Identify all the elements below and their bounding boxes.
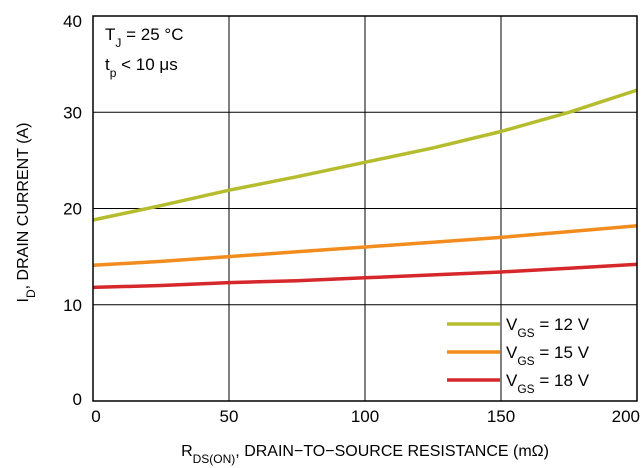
annotation-2: tp < 10 μs: [105, 55, 178, 80]
annotations: TJ = 25 °C tp < 10 μs: [105, 25, 183, 80]
legend-label-sub: GS: [517, 326, 534, 340]
series-layer: [92, 88, 638, 290]
y-tick-label: 20: [63, 200, 82, 219]
x-tick-label: 100: [351, 407, 379, 426]
x-axis-label-sub: DS(ON): [193, 452, 236, 466]
annotation-sub: J: [115, 36, 121, 50]
y-tick-label: 30: [63, 103, 82, 122]
legend-label-sub: GS: [517, 382, 534, 396]
legend-label-main: V: [506, 343, 518, 362]
annotation-rest: < 10 μs: [116, 55, 177, 74]
legend-label-main: V: [506, 315, 518, 334]
y-tick-label: 0: [73, 390, 82, 409]
plot-frame: [92, 15, 638, 402]
x-tick-label: 0: [91, 407, 100, 426]
legend-label-3: VGS = 18 V: [506, 371, 590, 396]
annotation-rest: = 25 °C: [121, 25, 183, 44]
y-tick-label: 10: [63, 296, 82, 315]
y-axis-label-sub: D: [24, 289, 38, 298]
x-axis-label-main: R: [181, 443, 193, 460]
y-axis-label-rest: , DRAIN CURRENT (A): [15, 123, 32, 290]
x-tick-labels: 0 50 100 150 200: [91, 407, 640, 426]
grid: [93, 16, 637, 401]
legend-label-rest: = 12 V: [535, 315, 590, 334]
x-tick-label: 150: [487, 407, 515, 426]
x-axis-label-rest: , DRAIN−TO−SOURCE RESISTANCE (mΩ): [235, 443, 549, 460]
x-axis-label: RDS(ON), DRAIN−TO−SOURCE RESISTANCE (mΩ): [181, 443, 549, 466]
y-axis-label-main: I: [15, 298, 32, 302]
annotation-main: T: [105, 25, 115, 44]
x-tick-label: 200: [612, 407, 640, 426]
legend-label-sub: GS: [517, 354, 534, 368]
annotation-sub: p: [110, 66, 117, 80]
legend-label-rest: = 15 V: [535, 343, 590, 362]
y-tick-labels: 0 10 20 30 40: [63, 12, 82, 409]
legend-label-main: V: [506, 371, 518, 390]
x-tick-label: 50: [220, 407, 239, 426]
legend-label-2: VGS = 15 V: [506, 343, 590, 368]
annotation-1: TJ = 25 °C: [105, 25, 183, 50]
y-tick-label: 40: [63, 12, 82, 31]
legend-label-1: VGS = 12 V: [506, 315, 590, 340]
y-axis-label: ID, DRAIN CURRENT (A): [15, 123, 38, 303]
legend-label-rest: = 18 V: [535, 371, 590, 390]
annotation-main: t: [105, 55, 110, 74]
series-line-1: [92, 88, 638, 222]
series-line-2: [92, 224, 638, 268]
series-line-3: [92, 262, 638, 290]
